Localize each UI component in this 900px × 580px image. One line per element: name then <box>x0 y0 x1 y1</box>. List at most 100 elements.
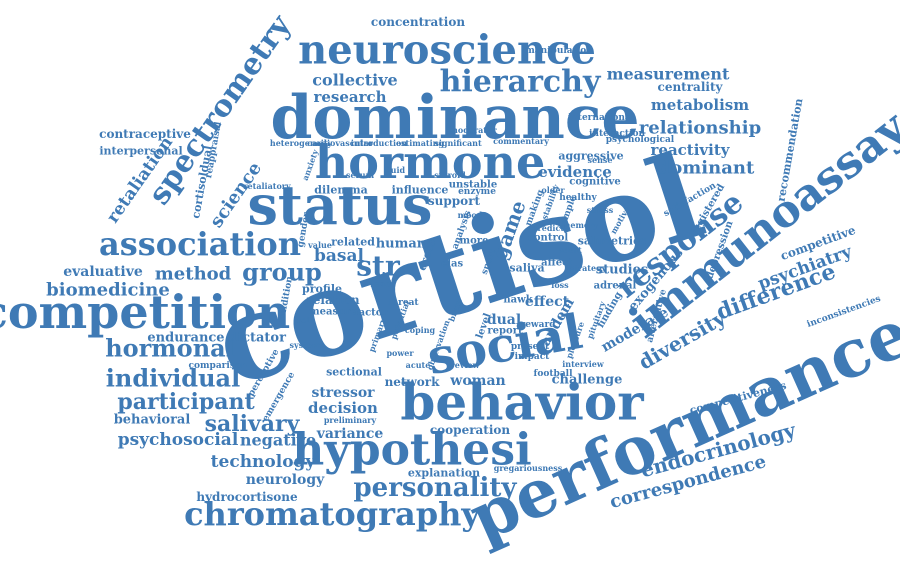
word-power: power <box>386 348 414 358</box>
word-self: self <box>297 315 314 325</box>
word-loss: loss <box>551 280 569 290</box>
word-psychosocial: psychosocial <box>118 430 239 450</box>
word-network: network <box>385 375 441 389</box>
word-lead: lead <box>370 280 392 290</box>
word-threat: threat <box>387 298 419 308</box>
word-moderator: moderator <box>449 125 497 135</box>
word-factor: factor <box>354 308 388 319</box>
word-heterogeneity: heterogeneity <box>270 138 333 148</box>
word-centrality: centrality <box>658 80 724 94</box>
word-aggressive: aggressive <box>558 150 623 163</box>
word-estimating: estimating <box>396 138 445 148</box>
word-cardiovascular: cardiovascular <box>307 138 373 148</box>
word-human: human <box>376 237 427 252</box>
word-impact: impact <box>515 352 551 362</box>
word-research: research <box>313 88 386 106</box>
word-serum: serum <box>346 170 375 180</box>
word-interpersonal: interpersonal <box>99 145 182 158</box>
word-collective: collective <box>312 71 397 90</box>
word-relationship: relationship <box>639 118 761 139</box>
word-dominance: dominance <box>270 83 639 153</box>
word-saliva: saliva <box>509 262 544 275</box>
word-sectional: sectional <box>326 366 382 379</box>
word-adult: adult <box>558 245 582 255</box>
word-hierarchy: hierarchy <box>440 65 602 100</box>
word-cooperation: cooperation <box>430 423 511 437</box>
word-concentration: concentration <box>371 15 465 29</box>
word-measure: measure <box>309 307 357 318</box>
word-hormonal: hormonal <box>105 334 235 363</box>
word-measurement: measurement <box>607 65 730 84</box>
word-interaction: interaction <box>589 129 645 139</box>
word-salimetries: salimetries <box>578 235 647 248</box>
word-reward: reward <box>520 320 556 330</box>
word-psychological: psychological <box>606 135 675 145</box>
word-status: status <box>248 173 433 237</box>
word-support: support <box>428 194 481 208</box>
word-hawk: hawk <box>503 295 533 306</box>
word-predict: predict <box>532 223 564 233</box>
word-adrenal: adrenal <box>594 281 637 292</box>
word-commentary: commentary <box>493 136 549 146</box>
word-influence: influence <box>392 184 449 197</box>
word-international: international <box>568 113 635 123</box>
word-dictator: dictator <box>228 331 286 346</box>
word-older: older <box>541 185 565 195</box>
word-evidence: evidence <box>538 163 612 181</box>
word-related: related <box>331 236 375 249</box>
word-cognitive: cognitive <box>569 177 620 188</box>
word-neurology: neurology <box>246 472 325 488</box>
word-football: football <box>534 369 574 379</box>
word-evaluative: evaluative <box>63 264 143 280</box>
word-preliminary: preliminary <box>324 415 377 425</box>
word-explanation: explanation <box>408 467 480 480</box>
word-behavior: behavior <box>400 373 644 432</box>
word-system: system <box>290 340 321 350</box>
word-hypothesi: hypothesi <box>292 425 531 476</box>
word-biomedicine: biomedicine <box>46 280 170 301</box>
word-contraceptive: contraceptive <box>99 127 191 141</box>
word-str: str <box>356 250 401 283</box>
word-variance: variance <box>316 426 384 442</box>
word-competition: competition <box>0 285 290 339</box>
word-interview: interview <box>562 359 605 369</box>
word-stressor: stressor <box>311 385 375 401</box>
word-group: group <box>242 258 322 287</box>
word-dominant: dominant <box>658 158 755 179</box>
word-hydrocortisone: hydrocortisone <box>196 490 298 504</box>
word-technology: technology <box>211 452 317 472</box>
word-enzyme: enzyme <box>458 187 496 197</box>
word-relation: relation <box>306 293 359 307</box>
word-individual: individual <box>106 364 240 393</box>
word-healthy: healthy <box>559 193 597 203</box>
word-affect: affect <box>541 258 573 269</box>
word-chromatography: chromatography <box>184 495 481 533</box>
word-woman: woman <box>449 373 505 389</box>
word-report: report <box>487 326 523 337</box>
word-present: present <box>511 342 550 352</box>
word-neuroscience: neuroscience <box>298 27 596 74</box>
word-gregariousness: gregariousness <box>494 463 563 473</box>
word-acute: acute <box>406 360 431 370</box>
word-strategy: strategy <box>570 263 607 273</box>
word-control: control <box>528 233 569 244</box>
word-effect: effect <box>525 294 570 310</box>
word-elas: elas <box>441 259 464 270</box>
word-manipulation: manipulation <box>525 46 593 56</box>
word-comparison: comparison <box>189 361 248 371</box>
word-mood: mood <box>458 210 483 220</box>
word-challenge: challenge <box>552 373 623 388</box>
word-more: more <box>460 236 489 247</box>
word-memory: memory <box>562 220 599 230</box>
word-decision: decision <box>308 399 378 417</box>
word-fluid: fluid <box>385 165 406 175</box>
word-personality: personality <box>353 473 517 503</box>
word-unstable: unstable <box>449 180 497 191</box>
word-retaliatory: retaliatory <box>243 181 291 191</box>
word-studies: studies <box>596 263 648 278</box>
word-review: review <box>451 360 481 370</box>
word-significant: significant <box>434 138 482 148</box>
word-basal: basal <box>314 246 364 266</box>
word-dual: dual <box>487 312 521 328</box>
